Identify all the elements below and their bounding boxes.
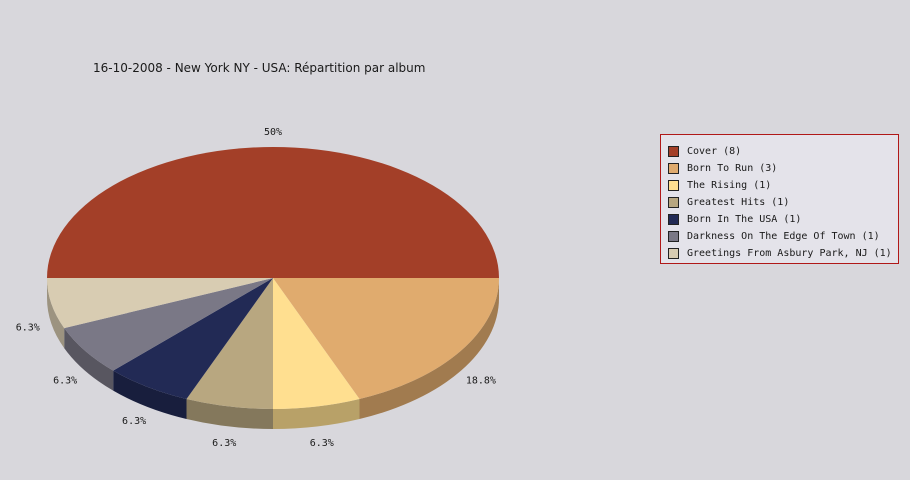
legend-item: Born To Run (3): [668, 160, 898, 177]
legend-swatch: [668, 197, 679, 208]
legend-swatch: [668, 248, 679, 259]
chart-title: 16-10-2008 - New York NY - USA: Répartit…: [93, 61, 426, 75]
percent-label: 6.3%: [310, 438, 334, 449]
legend-swatch: [668, 146, 679, 157]
pie-slice: [64, 278, 274, 371]
pie-slice: [273, 278, 499, 400]
legend-label: Greatest Hits (1): [687, 197, 790, 208]
percent-label: 6.3%: [212, 438, 236, 449]
legend-swatch: [668, 214, 679, 225]
pie-slice-side: [113, 370, 187, 420]
legend-item: The Rising (1): [668, 177, 898, 194]
legend-label: Darkness On The Edge Of Town (1): [687, 231, 880, 242]
legend-label: Cover (8): [687, 146, 742, 157]
legend-label: Born In The USA (1): [687, 214, 802, 225]
pie-slice-side: [64, 328, 114, 391]
percent-label: 6.3%: [16, 323, 40, 334]
pie-slice: [47, 147, 499, 278]
percent-label: 18.8%: [466, 376, 496, 387]
legend-item: Darkness On The Edge Of Town (1): [668, 228, 898, 245]
pie-slice-side: [359, 278, 499, 420]
legend: Cover (8) Born To Run (3) The Rising (1)…: [660, 134, 899, 264]
pie-slice-side: [186, 399, 273, 429]
pie-slice: [273, 278, 360, 409]
legend-item: Greatest Hits (1): [668, 194, 898, 211]
legend-item: Greetings From Asbury Park, NJ (1): [668, 245, 898, 262]
pie-slice-side: [47, 278, 65, 349]
legend-swatch: [668, 163, 679, 174]
legend-swatch: [668, 180, 679, 191]
legend-item: Born In The USA (1): [668, 211, 898, 228]
pie-slice: [47, 278, 273, 329]
percent-label: 6.3%: [53, 376, 77, 387]
percent-label: 50%: [264, 127, 282, 138]
pie-slice: [113, 278, 273, 400]
legend-label: Born To Run (3): [687, 163, 778, 174]
legend-swatch: [668, 231, 679, 242]
legend-label: The Rising (1): [687, 180, 772, 191]
pie-slice: [186, 278, 273, 409]
legend-item: Cover (8): [668, 143, 898, 160]
pie-slice-side: [273, 399, 360, 429]
legend-label: Greetings From Asbury Park, NJ (1): [687, 248, 892, 259]
percent-label: 6.3%: [122, 416, 146, 427]
